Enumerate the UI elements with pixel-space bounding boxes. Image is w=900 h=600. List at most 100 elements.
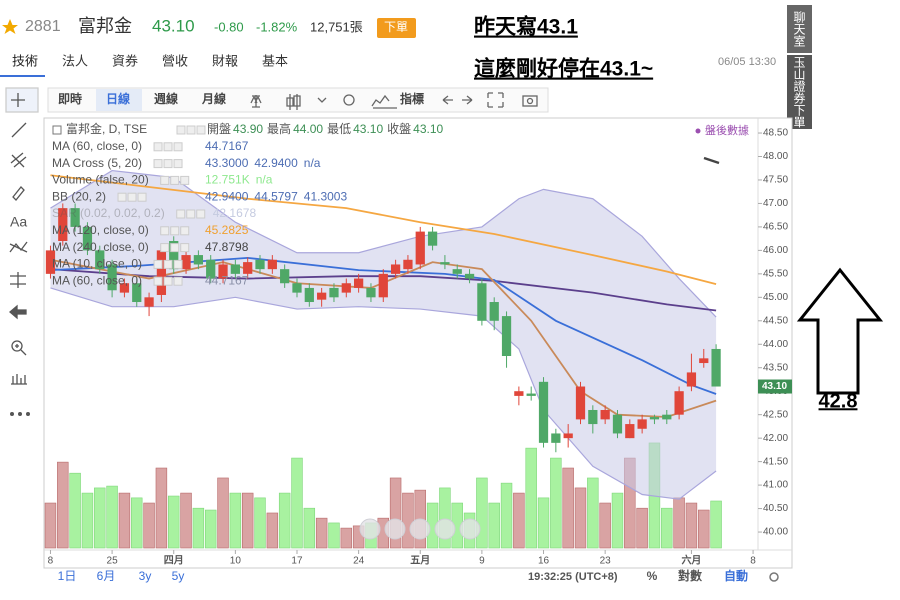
candle-body	[538, 381, 549, 443]
legend-icon[interactable]	[186, 209, 196, 219]
legend-icon[interactable]	[176, 125, 186, 135]
order-button[interactable]	[377, 18, 416, 38]
nav-button[interactable]	[384, 518, 406, 540]
scale-option[interactable]: 對數	[678, 568, 702, 583]
legend-label: MA (240, close, 0)	[52, 240, 149, 254]
legend-icon[interactable]	[117, 192, 127, 202]
change: -0.80	[214, 19, 244, 34]
candle-body	[341, 283, 351, 293]
volume-bar	[303, 507, 316, 549]
toolbar-button[interactable]: 指標	[400, 91, 424, 106]
y-tick-label: 40.00	[763, 527, 788, 538]
volume-bar	[550, 457, 562, 549]
text-tool[interactable]: Aa	[10, 214, 27, 230]
tab[interactable]: 基本	[262, 53, 288, 68]
candle-body	[662, 414, 672, 420]
legend-icon[interactable]	[173, 259, 183, 269]
range-button[interactable]: 5y	[172, 569, 185, 583]
nav-button[interactable]	[434, 518, 456, 540]
nav-button[interactable]	[359, 518, 381, 540]
legend-icon[interactable]	[160, 226, 170, 236]
x-tick-label: 25	[107, 556, 119, 567]
legend-value: n/a	[256, 173, 273, 187]
nav-button[interactable]	[459, 518, 481, 540]
side-button-label[interactable]: 聊天室	[792, 11, 806, 47]
volume-bar	[241, 492, 254, 549]
y-tick-label: 42.00	[763, 433, 788, 444]
y-tick-label: 45.00	[763, 292, 788, 303]
candle-body	[58, 208, 68, 241]
legend-icon[interactable]	[153, 142, 163, 152]
toolbar-button[interactable]: 週線	[154, 91, 178, 106]
legend-icon[interactable]	[163, 159, 173, 169]
legend-icon[interactable]	[163, 142, 173, 152]
legend-icon[interactable]	[160, 243, 170, 253]
legend-icon[interactable]	[173, 142, 183, 152]
legend-icon[interactable]	[180, 175, 190, 185]
candle-body	[156, 250, 167, 295]
legend-icon[interactable]	[163, 259, 173, 269]
legend-value: 41.3003	[304, 189, 348, 203]
volume-bar	[118, 492, 131, 549]
favorite-star[interactable]	[2, 19, 18, 34]
legend-icon[interactable]	[170, 243, 180, 253]
range-button[interactable]: 6月	[97, 569, 116, 583]
scale-option[interactable]: %	[647, 569, 658, 583]
range-button[interactable]: 3y	[139, 569, 152, 583]
legend-icon[interactable]	[173, 276, 183, 286]
tab[interactable]: 財報	[212, 53, 238, 68]
volume-bar	[636, 507, 648, 549]
y-tick-label: 40.50	[763, 503, 788, 514]
legend-icon[interactable]	[153, 276, 163, 286]
side-button[interactable]	[787, 55, 812, 129]
order-button-label[interactable]: 下單	[384, 20, 408, 34]
volume-bar	[513, 492, 525, 549]
legend-icon[interactable]	[153, 159, 163, 169]
tab[interactable]: 資券	[112, 53, 138, 68]
volume-bar	[611, 492, 624, 549]
legend-icon[interactable]	[180, 226, 190, 236]
bb-lower	[50, 287, 717, 500]
volume-bar	[476, 477, 488, 549]
settings-icon[interactable]	[769, 572, 779, 582]
candle-body	[452, 269, 462, 274]
nav-button[interactable]	[409, 518, 431, 540]
annotation: 這麼剛好停在43.1~	[474, 57, 653, 81]
toolbar-button[interactable]: 即時	[58, 91, 82, 106]
legend-icon[interactable]	[173, 159, 183, 169]
legend-icon[interactable]	[127, 192, 137, 202]
legend-toggle[interactable]	[52, 125, 62, 135]
tab[interactable]: 技術	[12, 53, 38, 68]
volume-bar	[155, 467, 168, 549]
tab[interactable]: 營收	[162, 53, 188, 68]
candle-body	[514, 391, 524, 396]
scale-option[interactable]: 自動	[724, 568, 748, 583]
legend-label: SAR (0.02, 0.02, 0.2)	[52, 206, 165, 220]
legend-icon[interactable]	[137, 192, 147, 202]
volume-bar	[340, 527, 353, 549]
legend-icon[interactable]	[170, 175, 180, 185]
legend-icon[interactable]	[153, 259, 163, 269]
legend-icon[interactable]	[160, 175, 170, 185]
legend-icon[interactable]	[176, 209, 186, 219]
candle-body	[280, 269, 290, 284]
tab[interactable]: 法人	[62, 53, 88, 68]
drawing-tools[interactable]	[5, 87, 39, 385]
toolbar-button[interactable]: 月線	[201, 91, 226, 106]
candle-body	[415, 231, 425, 265]
toolbar-button[interactable]: 日線	[106, 91, 130, 106]
side-button[interactable]	[787, 5, 812, 53]
ohlc-label: 開盤	[207, 122, 231, 136]
legend-icon[interactable]	[196, 125, 206, 135]
legend-icon[interactable]	[163, 276, 173, 286]
more-tools[interactable]	[10, 412, 30, 416]
side-button-label[interactable]: 玉山證券下單	[792, 56, 806, 128]
legend-icon[interactable]	[196, 209, 206, 219]
candle-body	[649, 417, 660, 420]
volume-bar	[94, 487, 106, 549]
legend-icon[interactable]	[186, 125, 196, 135]
legend-icon[interactable]	[170, 226, 180, 236]
volume-bar	[291, 457, 303, 549]
range-button[interactable]: 1日	[58, 569, 77, 583]
legend-icon[interactable]	[180, 243, 190, 253]
